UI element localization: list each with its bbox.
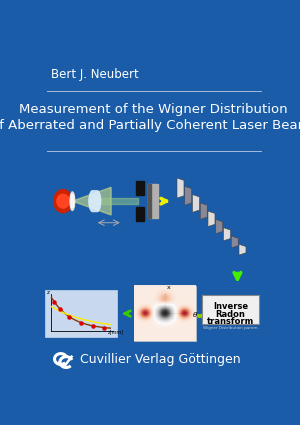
Polygon shape xyxy=(208,211,215,227)
Bar xyxy=(45,290,116,337)
Text: of Aberrated and Partially Coherent Laser Beams: of Aberrated and Partially Coherent Lase… xyxy=(0,119,300,132)
Text: Measurement of the Wigner Distribution: Measurement of the Wigner Distribution xyxy=(20,103,288,116)
Polygon shape xyxy=(200,203,207,219)
Text: Inverse: Inverse xyxy=(213,302,248,311)
Text: z: z xyxy=(47,289,50,295)
Text: z[mm]: z[mm] xyxy=(107,330,123,334)
Polygon shape xyxy=(193,195,200,212)
Bar xyxy=(148,184,158,218)
Polygon shape xyxy=(216,219,223,234)
Text: transform: transform xyxy=(207,317,254,326)
Bar xyxy=(136,207,145,221)
Point xyxy=(58,306,63,312)
Ellipse shape xyxy=(54,190,72,212)
Text: $\theta$: $\theta$ xyxy=(192,310,198,320)
Text: Wigner Distribution param.: Wigner Distribution param. xyxy=(202,326,258,330)
Text: x: x xyxy=(167,285,171,290)
Bar xyxy=(134,286,196,341)
Point xyxy=(67,313,71,320)
Polygon shape xyxy=(224,228,230,241)
Polygon shape xyxy=(177,178,184,198)
Polygon shape xyxy=(185,186,192,205)
Ellipse shape xyxy=(70,192,75,210)
Bar xyxy=(148,184,152,218)
Point xyxy=(79,319,83,326)
Text: Cuvillier Verlag Göttingen: Cuvillier Verlag Göttingen xyxy=(80,352,241,366)
Text: Radon: Radon xyxy=(215,310,245,319)
Point xyxy=(102,324,107,331)
FancyBboxPatch shape xyxy=(202,295,259,324)
Point xyxy=(52,298,57,305)
Ellipse shape xyxy=(71,194,74,208)
Polygon shape xyxy=(231,236,238,248)
Text: Bert J. Neubert: Bert J. Neubert xyxy=(52,68,139,81)
Ellipse shape xyxy=(57,194,69,208)
Point xyxy=(90,323,95,329)
Polygon shape xyxy=(72,187,111,215)
Bar xyxy=(136,181,145,195)
Polygon shape xyxy=(95,198,138,204)
Polygon shape xyxy=(89,190,101,212)
Polygon shape xyxy=(239,244,246,255)
